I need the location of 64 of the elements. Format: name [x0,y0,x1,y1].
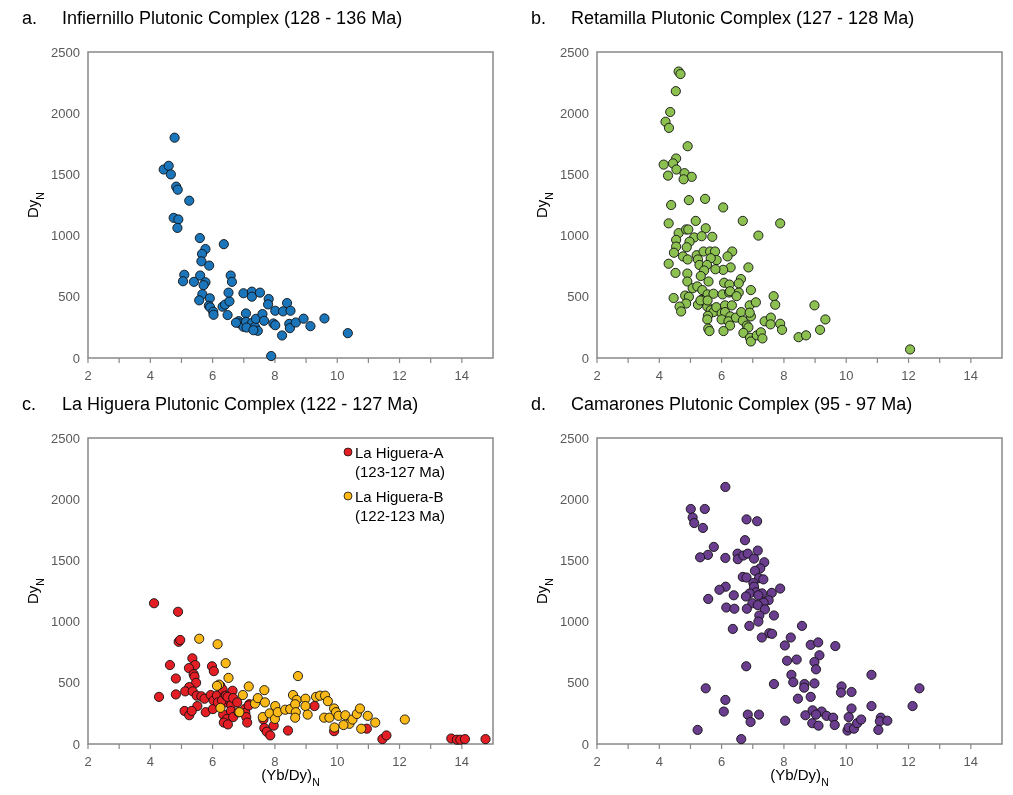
text: a. [22,8,38,28]
x-tick-label: 6 [209,754,217,769]
y-tick-label: 1500 [51,552,80,568]
y-tick-label: 1000 [51,228,80,244]
y-tick-label: 0 [581,350,589,366]
x-tick-label: 12 [392,368,407,383]
text: d. [531,394,547,414]
chart-title: Retamilla Plutonic Complex (127 - 128 Ma) [571,8,915,28]
x-axis-title: (Yb/Dy)$_{N}$ [261,766,320,788]
x-tick-label: 6 [209,368,217,383]
x-tick-label: 14 [454,754,470,769]
x-tick-label: 4 [655,754,663,769]
x-tick-label: 2 [593,754,601,769]
x-tick-label: 6 [718,368,726,383]
x-tick-label: 6 [718,754,726,769]
x-tick-label: 12 [901,368,916,383]
y-tick-label: 0 [72,736,80,752]
y-tick-label: 1000 [51,614,80,630]
x-tick-label: 2 [593,368,601,383]
chart-title: La Higuera Plutonic Complex (122 - 127 Ma) [62,394,419,414]
y-tick-label: 2500 [560,44,589,60]
y-tick-label: 0 [581,736,589,752]
x-tick-label: 4 [146,754,154,769]
y-tick-label: 2500 [51,430,80,446]
x-tick-label: 2 [84,754,92,769]
y-tick-label: 500 [567,675,589,691]
x-tick-label: 8 [780,368,788,383]
y-tick-label: 2000 [560,491,589,507]
x-tick-label: 14 [963,754,979,769]
x-tick-label: 14 [963,368,979,383]
x-tick-label: 8 [780,754,788,769]
x-axis-title: (Yb/Dy)$_{N}$ [770,766,829,788]
x-tick-label: 10 [330,754,345,769]
y-tick-label: 0 [72,350,80,366]
x-tick-label: 10 [839,368,854,383]
y-tick-label: 500 [58,675,80,691]
x-tick-label: 14 [454,368,470,383]
y-tick-label: 2500 [560,430,589,446]
legend-label: La Higuera-A (123-127 Ma) [355,443,446,480]
y-tick-label: 500 [567,289,589,305]
x-tick-label: 8 [271,754,279,769]
y-tick-label: 2500 [51,44,80,60]
legend-label: La Higuera-B (122-123 Ma) [355,487,446,524]
x-tick-label: 10 [330,368,345,383]
x-tick-label: 12 [901,754,916,769]
y-tick-label: 1000 [560,228,589,244]
y-tick-label: 2000 [560,105,589,121]
x-tick-label: 12 [392,754,407,769]
x-tick-label: 8 [271,368,279,383]
y-tick-label: 2000 [51,491,80,507]
chart-title: Infiernillo Plutonic Complex (128 - 136 Ma) [62,8,403,28]
y-tick-label: 2000 [51,105,80,121]
y-tick-label: 500 [58,289,80,305]
x-tick-label: 10 [839,754,854,769]
y-tick-label: 1500 [51,166,80,182]
x-tick-label: 4 [655,368,663,383]
text: c. [22,394,37,414]
chart-title: Camarones Plutonic Complex (95 - 97 Ma) [571,394,913,414]
y-tick-label: 1000 [560,614,589,630]
y-tick-label: 1500 [560,552,589,568]
y-tick-label: 1500 [560,166,589,182]
x-tick-label: 2 [84,368,92,383]
x-tick-label: 4 [146,368,154,383]
text: b. [531,8,547,28]
